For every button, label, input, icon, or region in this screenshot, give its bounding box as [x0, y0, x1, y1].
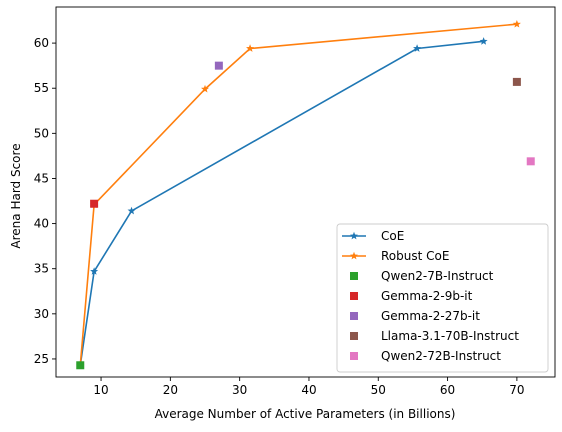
- y-axis-label: Arena Hard Score: [9, 143, 23, 248]
- legend-label: Gemma-2-9b-it: [381, 289, 473, 303]
- data-point-star: [90, 267, 99, 275]
- y-tick-label: 25: [34, 352, 49, 366]
- y-axis: 25 30 35 40 45 50 55 60: [34, 36, 56, 366]
- legend-marker: [350, 272, 358, 280]
- data-point-square: [512, 77, 521, 86]
- legend-label: CoE: [381, 229, 404, 243]
- x-axis-label: Average Number of Active Parameters (in …: [155, 407, 456, 421]
- legend-marker: [350, 251, 358, 260]
- data-point-star: [127, 206, 136, 215]
- data-point-square: [90, 199, 99, 208]
- plot-border: [55, 6, 556, 378]
- data-point-square: [526, 157, 535, 166]
- x-tick-label: 60: [440, 383, 455, 397]
- y-tick-label: 50: [34, 126, 49, 140]
- legend-label: Robust CoE: [381, 249, 449, 263]
- y-tick-label: 40: [34, 217, 49, 231]
- y-tick-label: 60: [34, 36, 49, 50]
- legend-label: Qwen2-7B-Instruct: [381, 269, 494, 283]
- data-point-star: [479, 37, 488, 45]
- y-tick-label: 30: [34, 307, 49, 321]
- x-axis: 10 20 30 40 50 60 70: [93, 377, 525, 397]
- legend-label: Llama-3.1-70B-Instruct: [381, 329, 519, 343]
- legend-marker: [350, 231, 358, 240]
- y-tick-label: 45: [34, 171, 49, 185]
- data-point-star: [201, 84, 209, 93]
- x-tick-label: 10: [93, 383, 108, 397]
- legend-marker: [350, 312, 358, 320]
- x-tick-label: 20: [163, 383, 178, 397]
- data-point-star: [512, 19, 521, 28]
- y-tick-label: 55: [34, 81, 49, 95]
- data-point-star: [246, 44, 255, 52]
- legend-box: [336, 223, 549, 373]
- y-tick-label: 35: [34, 262, 49, 276]
- data-point-star: [413, 44, 422, 52]
- data-series: [76, 19, 535, 370]
- legend-marker: [350, 292, 358, 300]
- legend: CoE Robust CoE Qwen2-7B-Instruct Gemma-2-9b…: [336, 223, 549, 373]
- legend-marker: [350, 332, 358, 340]
- data-point-square: [214, 61, 223, 70]
- x-tick-label: 40: [301, 383, 316, 397]
- legend-label: Gemma-2-27b-it: [381, 309, 480, 323]
- x-tick-label: 70: [509, 383, 524, 397]
- x-tick-label: 50: [371, 383, 386, 397]
- legend-marker: [350, 352, 358, 360]
- x-tick-label: 30: [232, 383, 247, 397]
- plot-area: [55, 6, 556, 378]
- data-point-square: [76, 361, 85, 370]
- legend-label: Qwen2-72B-Instruct: [381, 349, 501, 363]
